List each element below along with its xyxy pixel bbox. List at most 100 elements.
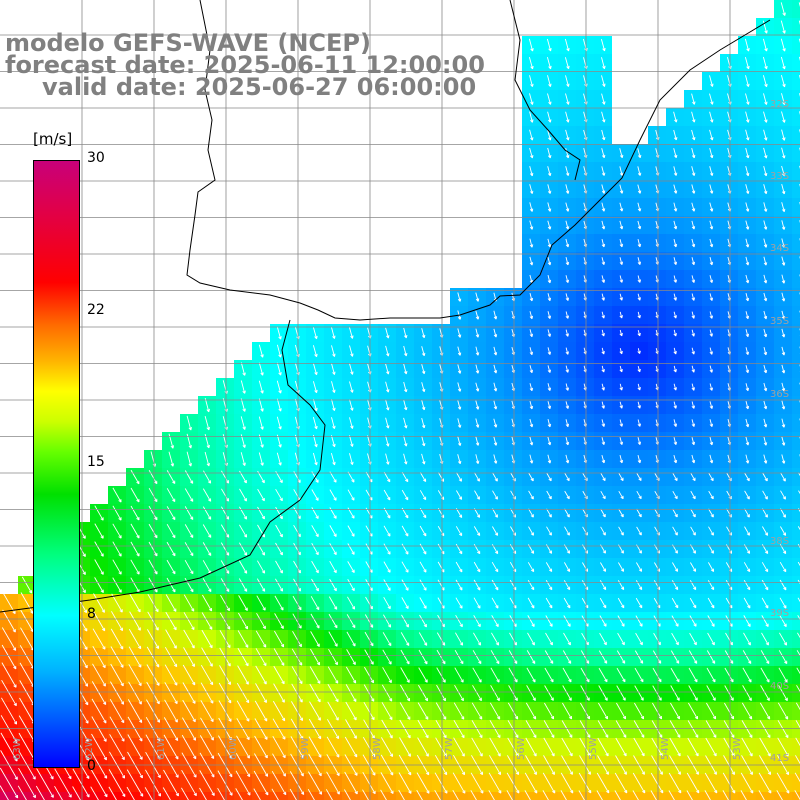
wind-arrow xyxy=(329,560,337,574)
wind-arrow xyxy=(650,790,657,800)
wind-arrow xyxy=(563,580,571,591)
wind-arrow xyxy=(673,238,678,248)
wind-arrow xyxy=(762,20,768,34)
wind-arrow xyxy=(94,577,104,593)
wind-arrow xyxy=(201,629,213,649)
wind-arrow xyxy=(565,184,570,194)
wind-speed-cell xyxy=(792,630,800,648)
wind-arrow xyxy=(257,542,266,556)
wind-arrow xyxy=(331,399,336,412)
wind-speed-cell xyxy=(792,72,800,90)
wind-arrow xyxy=(383,614,392,628)
wind-arrow xyxy=(565,275,570,284)
wind-arrow xyxy=(565,75,570,87)
wind-arrow xyxy=(600,562,607,572)
wind-speed-cell xyxy=(792,558,800,576)
wind-arrow xyxy=(601,129,606,141)
wind-arrow xyxy=(436,632,446,646)
wind-arrow xyxy=(457,292,462,302)
colorbar-tick-22: 22 xyxy=(87,302,105,318)
wind-arrow xyxy=(290,736,304,758)
wind-arrow xyxy=(691,220,696,230)
wind-arrow xyxy=(240,452,246,466)
wind-arrow xyxy=(326,736,340,758)
wind-speed-cell xyxy=(792,594,800,612)
wind-arrow xyxy=(455,632,464,646)
wind-arrow xyxy=(492,490,498,500)
wind-arrow xyxy=(565,293,570,301)
wind-arrow xyxy=(236,735,250,759)
wind-arrow xyxy=(745,184,750,195)
wind-arrow xyxy=(689,632,697,646)
wind-arrow xyxy=(401,525,409,537)
wind-arrow xyxy=(781,147,786,159)
wind-arrow xyxy=(781,382,786,392)
wind-arrow xyxy=(758,790,765,800)
wind-arrow xyxy=(456,472,462,482)
wind-arrow xyxy=(708,472,714,482)
wind-arrow xyxy=(691,238,696,248)
wind-arrow xyxy=(776,790,783,800)
wind-arrow xyxy=(545,562,553,572)
wind-arrow xyxy=(275,488,283,502)
wind-arrow xyxy=(614,772,628,794)
wind-arrow xyxy=(618,562,625,572)
wind-arrow xyxy=(257,560,266,574)
wind-arrow xyxy=(709,311,714,319)
wind-arrow xyxy=(491,632,500,646)
wind-arrow xyxy=(383,543,391,555)
wind-arrow xyxy=(673,365,677,373)
longitude-label: 53W xyxy=(732,737,743,760)
wind-arrow xyxy=(740,790,747,800)
wind-arrow xyxy=(184,577,194,593)
wind-arrow xyxy=(399,737,411,757)
wind-arrow xyxy=(200,682,214,704)
wind-arrow xyxy=(637,401,641,409)
wind-arrow xyxy=(256,595,266,611)
wind-arrow xyxy=(527,562,535,573)
wind-arrow xyxy=(419,525,427,537)
wind-arrow xyxy=(182,682,196,704)
wind-arrow xyxy=(401,579,409,591)
wind-arrow xyxy=(163,734,179,760)
wind-arrow xyxy=(475,328,480,338)
wind-arrow xyxy=(401,614,409,628)
wind-arrow xyxy=(709,329,713,337)
wind-arrow xyxy=(691,111,696,123)
wind-arrow xyxy=(745,202,750,212)
wind-arrow xyxy=(529,329,534,338)
wind-arrow xyxy=(547,274,552,284)
wind-arrow xyxy=(349,417,354,429)
wind-arrow xyxy=(258,398,264,412)
wind-arrow xyxy=(796,685,800,693)
wind-arrow xyxy=(797,579,800,585)
wind-arrow xyxy=(547,347,552,355)
wind-speed-cell xyxy=(234,792,252,800)
wind-arrow xyxy=(637,383,641,391)
wind-arrow xyxy=(633,720,645,738)
wind-arrow xyxy=(327,666,339,684)
wind-arrow xyxy=(472,685,482,702)
wind-arrow xyxy=(547,93,552,105)
wind-arrow xyxy=(637,454,642,464)
wind-arrow xyxy=(457,346,462,356)
wind-arrow xyxy=(781,436,786,446)
wind-arrow xyxy=(72,786,81,800)
longitude-label: 62W xyxy=(84,737,95,760)
wind-speed-cell xyxy=(792,90,800,108)
wind-arrow xyxy=(403,417,408,429)
wind-arrow xyxy=(690,473,696,482)
wind-arrow xyxy=(709,293,714,301)
longitude-label: 57W xyxy=(444,737,455,760)
wind-arrow xyxy=(130,469,140,485)
wind-arrow xyxy=(217,787,225,800)
wind-arrow xyxy=(385,345,390,357)
wind-arrow xyxy=(743,597,751,609)
wind-arrow xyxy=(780,38,786,52)
wind-arrow xyxy=(93,593,105,613)
wind-arrow xyxy=(453,719,465,739)
wind-arrow xyxy=(763,274,768,284)
wind-arrow xyxy=(435,719,447,739)
wind-arrow xyxy=(760,650,770,664)
wind-arrow xyxy=(707,615,715,627)
